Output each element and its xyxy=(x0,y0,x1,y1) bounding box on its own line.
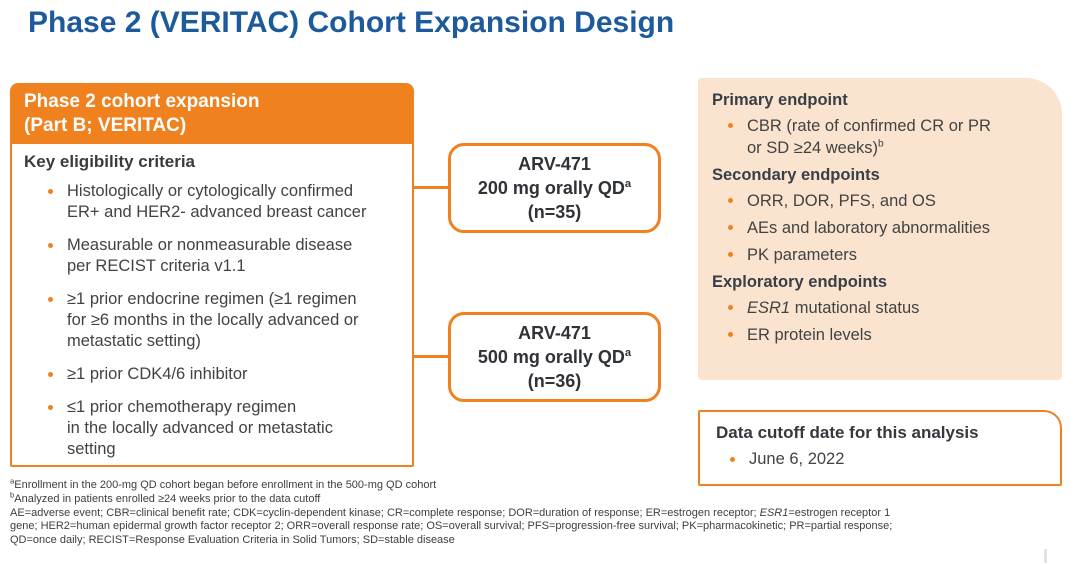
exploratory-endpoints-heading: Exploratory endpoints xyxy=(712,273,888,291)
bullet-dot-icon xyxy=(48,297,53,302)
eligibility-panel: Phase 2 cohort expansion (Part B; VERITA… xyxy=(10,83,414,467)
arm-name: ARV-471 xyxy=(518,323,591,343)
connector-line-200mg xyxy=(414,186,448,189)
list-item: ORR, DOR, PFS, and OS xyxy=(712,190,1050,212)
arm-n: (n=35) xyxy=(527,202,582,222)
data-cutoff-box: Data cutoff date for this analysis June … xyxy=(698,410,1062,486)
list-item: ≥1 prior CDK4/6 inhibitor xyxy=(22,364,402,385)
panel-header-line1: Phase 2 cohort expansion xyxy=(24,91,260,112)
bullet-text: ≥1 prior CDK4/6 inhibitor xyxy=(67,365,248,383)
data-cutoff-date: June 6, 2022 xyxy=(749,450,845,468)
bullet-text: ORR, DOR, PFS, and OS xyxy=(747,192,936,210)
eligibility-panel-header: Phase 2 cohort expansion (Part B; VERITA… xyxy=(12,85,412,144)
arm-n: (n=36) xyxy=(527,371,582,391)
bullet-dot-icon xyxy=(728,305,733,310)
list-item: ER protein levels xyxy=(712,324,1050,346)
bullet-dot-icon xyxy=(48,189,53,194)
footnote-b: bAnalyzed in patients enrolled ≥24 weeks… xyxy=(10,490,321,505)
bullet-text: ≥1 prior endocrine regimen (≥1 regimen f… xyxy=(67,290,359,350)
list-item: CBR (rate of confirmed CR or PR or SD ≥2… xyxy=(712,115,1050,159)
bullet-text: Histologically or cytologically confirme… xyxy=(67,182,367,221)
slide-title: Phase 2 (VERITAC) Cohort Expansion Desig… xyxy=(28,6,675,39)
bullet-dot-icon xyxy=(48,372,53,377)
abbreviations-line1: AE=adverse event; CBR=clinical benefit r… xyxy=(10,506,891,519)
page-number-placeholder xyxy=(1044,549,1047,563)
endpoints-panel: Primary endpoint CBR (rate of confirmed … xyxy=(698,78,1062,380)
list-item: Histologically or cytologically confirme… xyxy=(22,181,402,223)
list-item: Measurable or nonmeasurable disease per … xyxy=(22,235,402,277)
abbreviations-line3: QD=once daily; RECIST=Response Evaluatio… xyxy=(10,534,455,547)
bullet-text: ER protein levels xyxy=(747,326,872,344)
bullet-dot-icon xyxy=(728,198,733,203)
bullet-text: ESR1 mutational status xyxy=(747,299,920,317)
footnote-a: aEnrollment in the 200-mg QD cohort bega… xyxy=(10,476,437,491)
list-item: AEs and laboratory abnormalities xyxy=(712,217,1050,239)
footnotes: aEnrollment in the 200-mg QD cohort bega… xyxy=(10,476,1072,548)
bullet-dot-icon xyxy=(728,123,733,128)
list-item: PK parameters xyxy=(712,244,1050,266)
list-item: June 6, 2022 xyxy=(716,449,1046,470)
arm-dose: 200 mg orally QDa xyxy=(477,178,632,198)
eligibility-subheading: Key eligibility criteria xyxy=(24,152,196,171)
list-item: ESR1 mutational status xyxy=(712,297,1050,319)
panel-header-line2: (Part B; VERITAC) xyxy=(24,115,187,136)
bullet-text: ≤1 prior chemotherapy regimen in the loc… xyxy=(67,398,333,458)
list-item: ≥1 prior endocrine regimen (≥1 regimen f… xyxy=(22,289,402,352)
primary-endpoint-heading: Primary endpoint xyxy=(712,91,848,109)
bullet-dot-icon xyxy=(48,243,53,248)
connector-line-500mg xyxy=(414,355,448,358)
eligibility-bullet-list: Histologically or cytologically confirme… xyxy=(22,181,402,460)
bullet-text: AEs and laboratory abnormalities xyxy=(747,219,991,237)
bullet-text: CBR (rate of confirmed CR or PR or SD ≥2… xyxy=(747,117,991,157)
bullet-dot-icon xyxy=(728,332,733,337)
bullet-text: PK parameters xyxy=(747,246,858,264)
arm-name: ARV-471 xyxy=(518,154,591,174)
data-cutoff-heading: Data cutoff date for this analysis xyxy=(716,423,979,442)
bullet-dot-icon xyxy=(728,252,733,257)
eligibility-panel-body: Key eligibility criteria Histologically … xyxy=(12,144,412,460)
secondary-endpoints-heading: Secondary endpoints xyxy=(712,166,880,184)
bullet-dot-icon xyxy=(48,405,53,410)
footnote-marker: a xyxy=(624,178,632,190)
bullet-dot-icon xyxy=(728,225,733,230)
arm-box-500mg: ARV-471 500 mg orally QDa (n=36) xyxy=(448,312,661,402)
abbreviations-line2: gene; HER2=human epidermal growth factor… xyxy=(10,520,893,533)
arm-dose: 500 mg orally QDa xyxy=(477,347,632,367)
footnote-marker: a xyxy=(624,347,632,359)
arm-box-200mg: ARV-471 200 mg orally QDa (n=35) xyxy=(448,143,661,233)
list-item: ≤1 prior chemotherapy regimen in the loc… xyxy=(22,397,402,460)
footnote-marker: b xyxy=(878,138,884,150)
bullet-dot-icon xyxy=(730,457,735,462)
bullet-text: Measurable or nonmeasurable disease per … xyxy=(67,236,353,275)
